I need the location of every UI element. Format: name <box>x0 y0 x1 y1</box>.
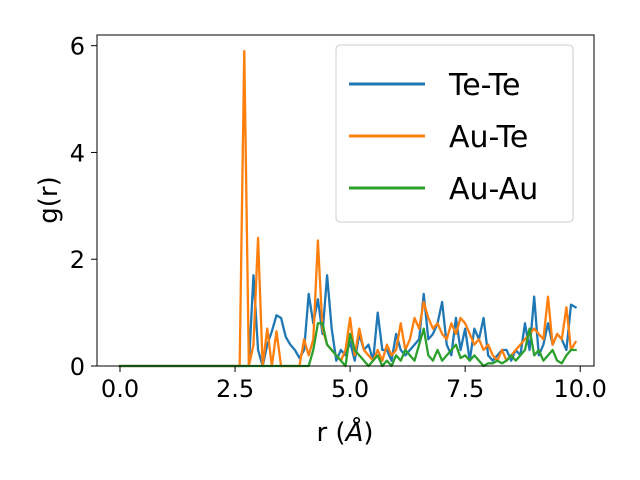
series-line-au-te <box>118 49 578 368</box>
y-tick-label: 4 <box>70 139 85 167</box>
x-axis: 0.0 2.5 5.0 7.5 10.0 <box>101 366 607 403</box>
legend: Te-Te Au-Te Au-Au <box>335 44 574 223</box>
x-tick-label: 7.5 <box>446 375 484 403</box>
series-line-au-au <box>118 322 577 368</box>
y-axis: 0 2 4 6 <box>70 33 97 381</box>
x-axis-label-main: r ( <box>316 418 345 448</box>
legend-label-au-au: Au-Au <box>449 172 538 207</box>
y-axis-label: g(r) <box>34 176 64 223</box>
x-tick-label: 2.5 <box>216 375 254 403</box>
x-axis-label: r (Å) <box>316 416 373 448</box>
y-tick-label: 2 <box>70 246 85 274</box>
x-tick-label: 0.0 <box>101 375 139 403</box>
legend-label-te-te: Te-Te <box>448 68 520 103</box>
series-lines <box>118 49 578 368</box>
x-tick-label: 10.0 <box>553 375 606 403</box>
y-tick-label: 6 <box>70 33 85 61</box>
plot-frame <box>96 34 595 367</box>
x-axis-label-unit: Å <box>344 416 364 448</box>
legend-label-au-te: Au-Te <box>449 120 528 155</box>
legend-box <box>335 44 574 223</box>
x-tick-label: 5.0 <box>331 375 369 403</box>
y-tick-label: 0 <box>70 353 85 381</box>
x-axis-label-close: ) <box>363 418 373 448</box>
